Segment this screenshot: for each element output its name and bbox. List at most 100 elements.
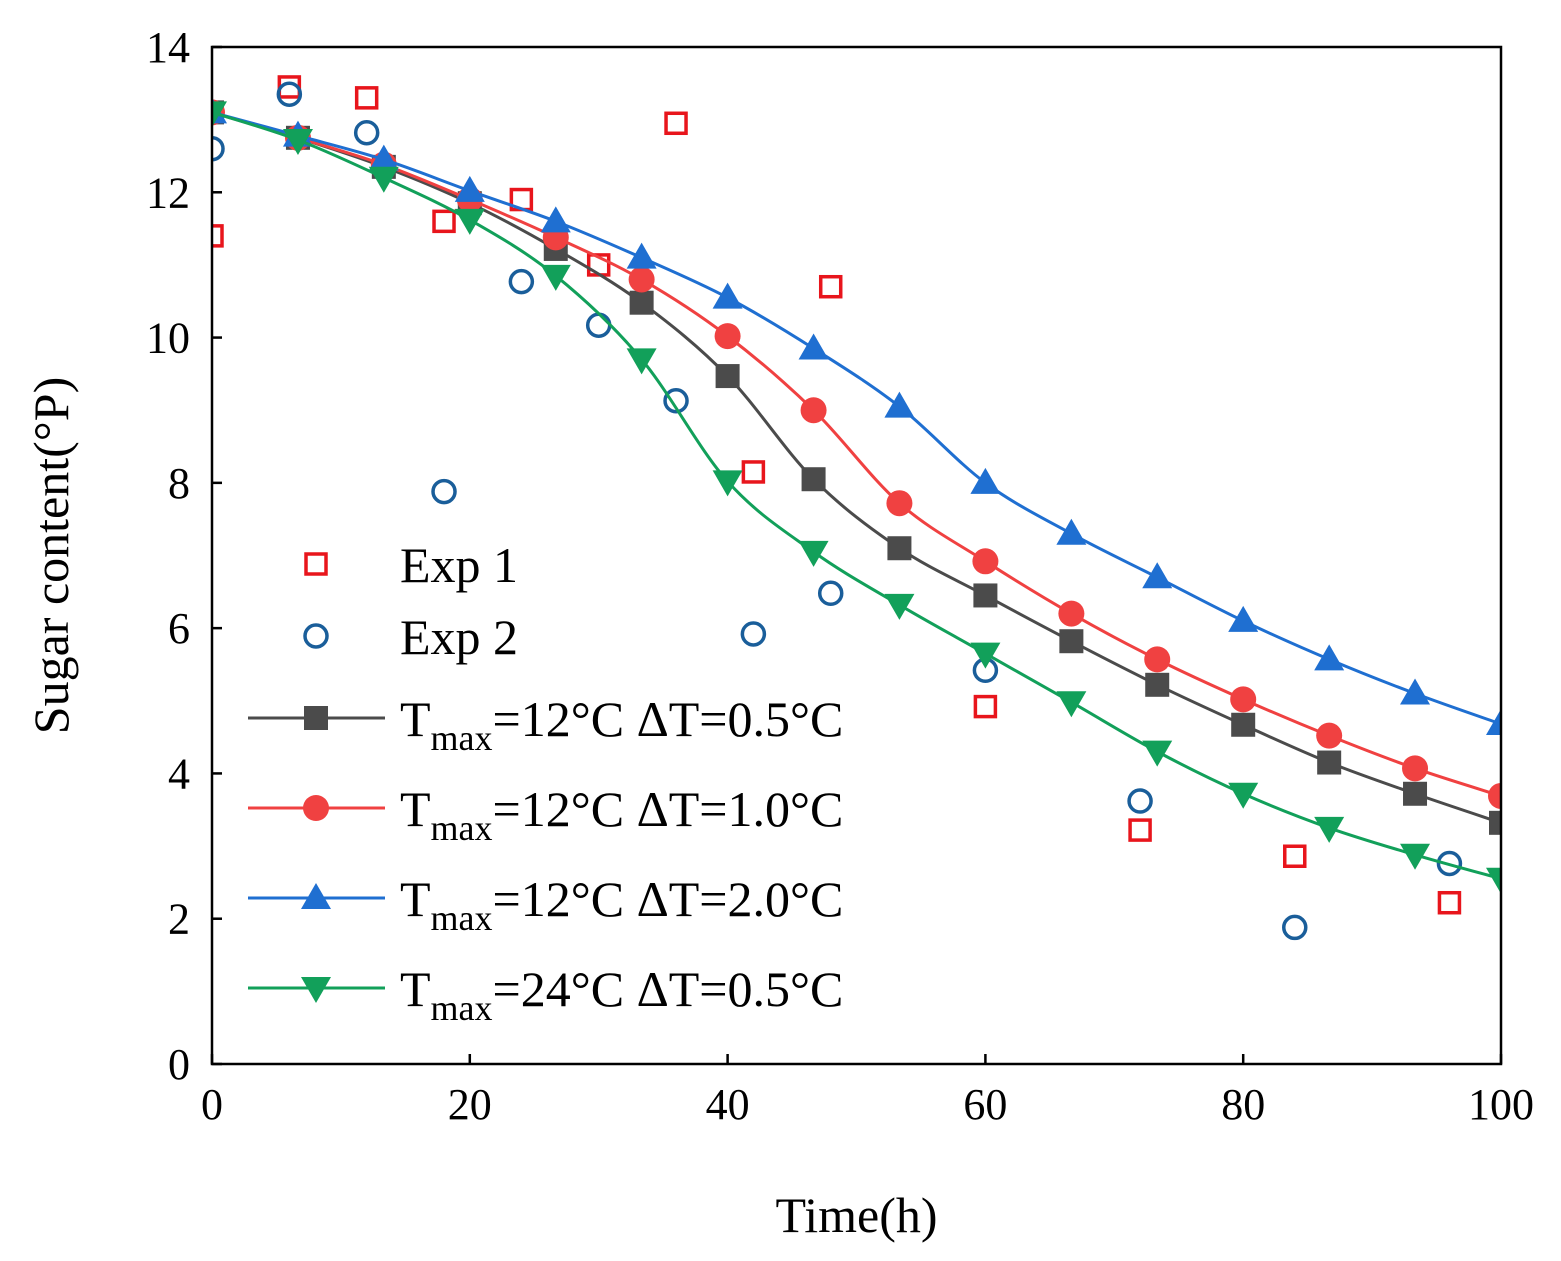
data-point xyxy=(1436,850,1463,877)
x-tick-label: 40 xyxy=(706,1080,750,1129)
data-point xyxy=(1486,709,1501,736)
data-point xyxy=(585,312,612,338)
data-point xyxy=(714,323,741,350)
legend-label: Tmax=12°C ΔT=0.5°C xyxy=(400,691,843,758)
legend: Exp 1 Exp 2 Tmax=12°C ΔT=0.5°C Tmax=12°C ΔT… xyxy=(248,537,843,1028)
data-point xyxy=(817,580,844,607)
legend-marker xyxy=(303,795,329,821)
series-line xyxy=(212,110,1501,881)
data-point xyxy=(628,266,655,293)
data-point xyxy=(508,268,535,295)
legend-marker xyxy=(301,977,331,1003)
data-point xyxy=(884,391,915,418)
data-point xyxy=(973,583,998,608)
data-point xyxy=(454,208,485,235)
data-point xyxy=(368,166,399,193)
data-point xyxy=(663,388,689,414)
data-point xyxy=(1437,890,1462,915)
data-point xyxy=(664,111,688,136)
y-tick-label: 2 xyxy=(168,895,190,944)
data-point xyxy=(740,621,767,647)
data-point xyxy=(1403,781,1428,806)
data-point xyxy=(1314,816,1345,843)
data-point xyxy=(1488,782,1501,809)
data-point xyxy=(798,540,829,567)
data-point xyxy=(353,119,380,146)
y-tick-label: 4 xyxy=(168,749,190,798)
legend-label: Tmax=12°C ΔT=2.0°C xyxy=(400,871,843,938)
y-tick-label: 8 xyxy=(168,459,190,508)
data-point xyxy=(1128,818,1152,842)
data-point xyxy=(887,536,912,561)
series-layer xyxy=(212,75,1501,941)
legend-entry-5: Tmax=12°C ΔT=2.0°C xyxy=(248,871,843,938)
data-point xyxy=(1316,722,1343,749)
data-point xyxy=(1317,750,1342,775)
data-point xyxy=(1056,691,1087,718)
series-4 xyxy=(212,99,1501,809)
data-point xyxy=(540,264,571,291)
data-point xyxy=(1230,686,1257,713)
data-point xyxy=(884,593,915,620)
data-point xyxy=(798,333,829,360)
plot-frame xyxy=(210,45,1503,1066)
y-tick-label: 10 xyxy=(146,314,190,363)
x-axis-title: Time(h) xyxy=(775,1187,937,1243)
data-point xyxy=(1231,712,1256,737)
data-point xyxy=(800,397,827,424)
data-point xyxy=(970,642,1001,669)
series-3 xyxy=(212,100,1501,835)
data-point xyxy=(540,206,571,233)
y-tick-label: 12 xyxy=(146,168,190,217)
axes-layer: 0 20 40 60 80 100 0 2 4 6 8 10 12 14 xyxy=(146,23,1534,1129)
legend-entry-1: Exp 1 xyxy=(304,537,518,593)
legend-entry-6: Tmax=24°C ΔT=0.5°C xyxy=(248,961,843,1028)
y-tick-label: 14 xyxy=(146,23,190,72)
legend-marker xyxy=(303,623,329,649)
legend-marker xyxy=(304,552,328,576)
x-tick-label: 60 xyxy=(963,1080,1007,1129)
y-tick-label: 0 xyxy=(168,1040,190,1089)
data-point xyxy=(212,224,224,248)
series-line xyxy=(212,110,1501,726)
data-point xyxy=(886,490,913,517)
series-6 xyxy=(212,101,1501,894)
data-point xyxy=(368,144,399,171)
data-point xyxy=(712,470,743,497)
data-point xyxy=(818,274,843,299)
legend-label: Exp 1 xyxy=(400,537,518,593)
data-point xyxy=(1283,844,1307,868)
x-tick-label: 0 xyxy=(201,1080,223,1129)
legend-label: Tmax=12°C ΔT=1.0°C xyxy=(400,781,843,848)
data-point xyxy=(1058,600,1085,627)
data-point xyxy=(1400,843,1431,870)
data-point xyxy=(212,135,225,162)
data-point xyxy=(1486,867,1501,894)
data-point xyxy=(1142,562,1173,589)
data-point xyxy=(973,694,998,719)
legend-marker xyxy=(304,706,328,730)
data-point xyxy=(1056,518,1087,545)
x-tick-label: 100 xyxy=(1468,1080,1534,1129)
data-point xyxy=(1059,629,1084,654)
data-point xyxy=(801,467,826,492)
data-point xyxy=(741,460,766,484)
data-point xyxy=(626,348,657,375)
series-5 xyxy=(212,97,1501,736)
legend-label: Tmax=24°C ΔT=0.5°C xyxy=(400,961,843,1028)
legend-entry-4: Tmax=12°C ΔT=1.0°C xyxy=(248,781,843,848)
data-point xyxy=(970,467,1001,494)
series-line xyxy=(212,110,1501,825)
y-tick-label: 6 xyxy=(168,604,190,653)
legend-entry-2: Exp 2 xyxy=(303,609,518,665)
data-point xyxy=(454,175,485,202)
y-axis-title: Sugar content(°P) xyxy=(23,377,79,734)
data-point xyxy=(1127,788,1153,814)
data-point xyxy=(1228,782,1259,809)
data-point xyxy=(626,242,657,269)
series-line xyxy=(212,110,1501,798)
data-point xyxy=(1282,914,1308,941)
data-point xyxy=(212,101,227,128)
data-point xyxy=(1402,755,1429,782)
